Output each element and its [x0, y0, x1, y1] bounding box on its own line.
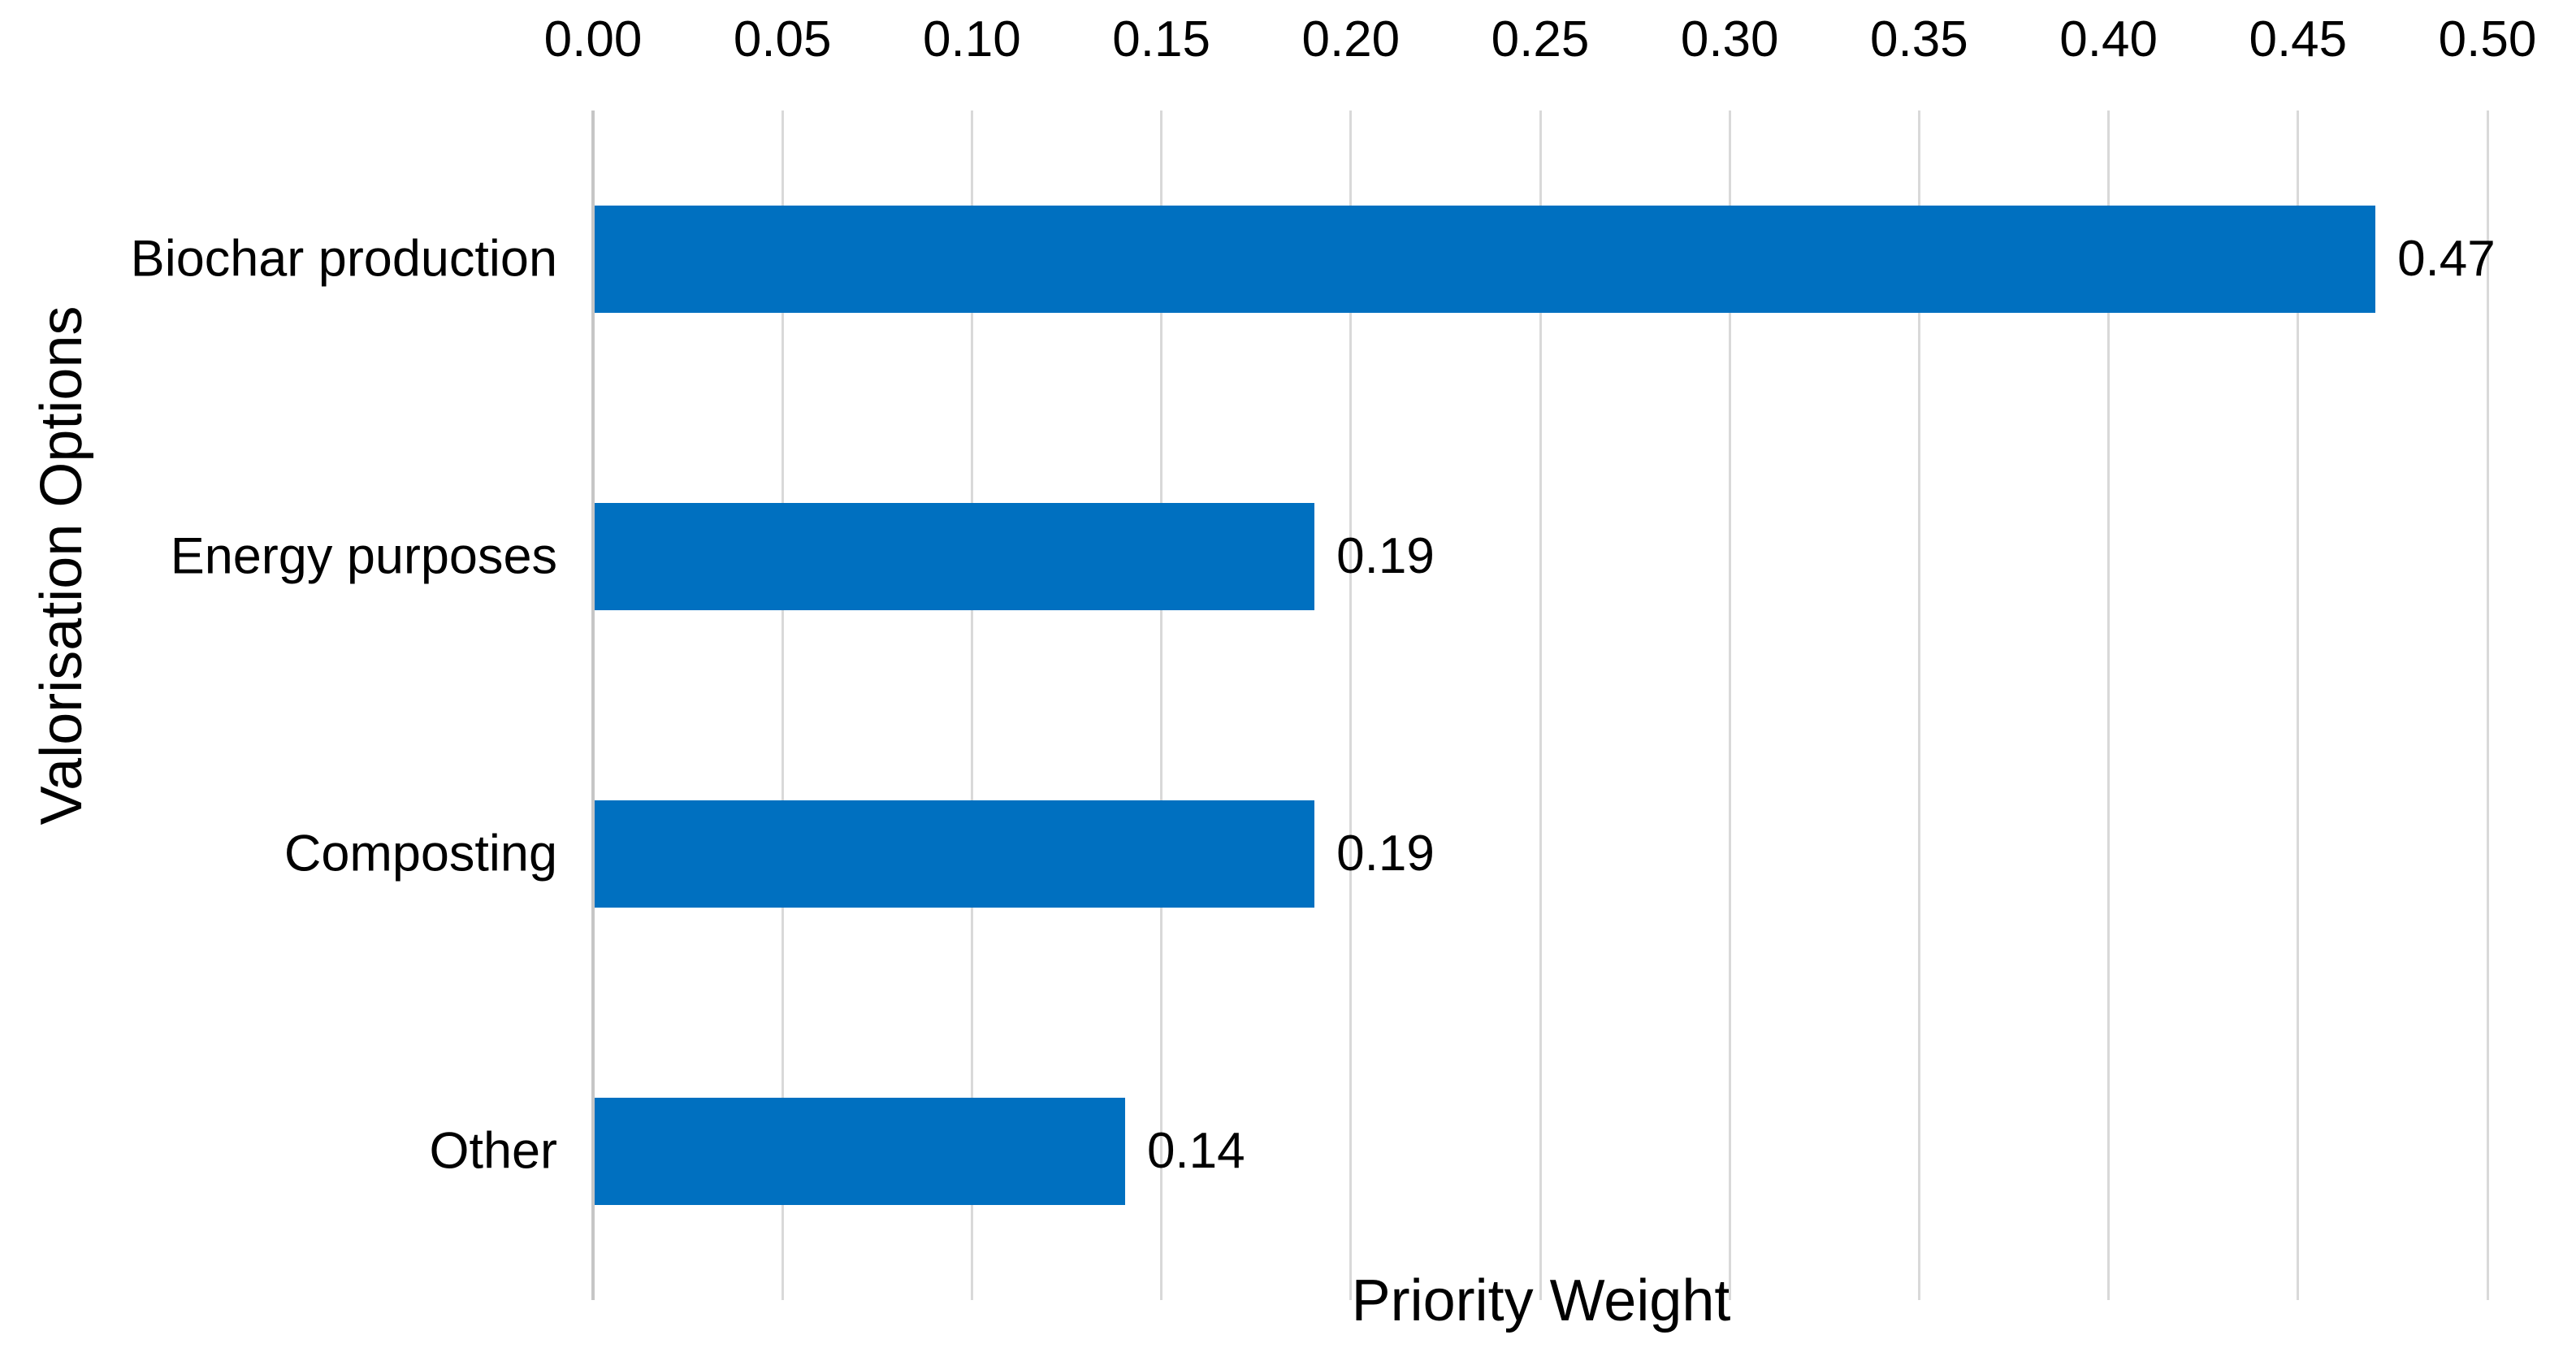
x-tick-label: 0.00 [543, 11, 643, 67]
vertical-gridline [1917, 111, 1920, 1300]
x-tick-label: 0.45 [2249, 11, 2348, 67]
data-label: 0.14 [1146, 1123, 1245, 1179]
x-tick-label: 0.20 [1301, 11, 1401, 67]
x-tick-label: 0.15 [1112, 11, 1210, 67]
category-label: Composting [284, 825, 557, 882]
x-tick-label: 0.40 [2059, 11, 2158, 67]
x-tick-label: 0.35 [1870, 11, 1968, 67]
category-label: Energy purposes [170, 527, 557, 585]
vertical-gridline [2486, 111, 2489, 1300]
data-label: 0.47 [2397, 231, 2496, 287]
bar [595, 1098, 1125, 1205]
vertical-gridline [1728, 111, 1731, 1300]
bar [595, 800, 1315, 908]
category-label: Other [429, 1122, 557, 1180]
y-axis-line [591, 111, 595, 1300]
vertical-gridline [781, 111, 784, 1300]
vertical-gridline [2107, 111, 2111, 1300]
bar [595, 503, 1315, 610]
x-tick-label: 0.05 [733, 11, 832, 67]
vertical-gridline [970, 111, 973, 1300]
bar [595, 206, 2376, 313]
vertical-gridline [2297, 111, 2300, 1300]
category-label: Biochar production [130, 230, 557, 288]
x-tick-label: 0.50 [2438, 11, 2537, 67]
vertical-gridline [1539, 111, 1542, 1300]
x-tick-label: 0.30 [1680, 11, 1779, 67]
data-label: 0.19 [1336, 528, 1435, 584]
x-tick-label: 0.10 [923, 11, 1021, 67]
x-tick-label: 0.25 [1491, 11, 1590, 67]
vertical-gridline [1349, 111, 1353, 1300]
vertical-gridline [1160, 111, 1163, 1300]
data-label: 0.19 [1336, 826, 1435, 882]
